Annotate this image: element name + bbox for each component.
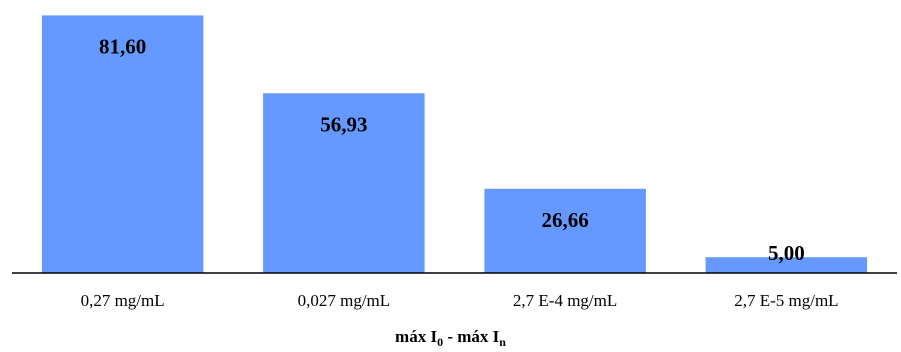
bar-4: [705, 257, 868, 273]
x-tick-label-3: 2,7 E-4 mg/mL: [513, 291, 617, 310]
bar-3: [484, 188, 646, 273]
x-tick-label-4: 2,7 E-5 mg/mL: [734, 291, 838, 310]
bars-group: [41, 15, 868, 274]
x-tick-label-2: 0,027 mg/mL: [298, 291, 391, 310]
x-axis-label-subscript-2: n: [499, 335, 506, 349]
x-tick-labels-group: 0,27 mg/mL 0,027 mg/mL 2,7 E-4 mg/mL 2,7 E-…: [81, 291, 839, 310]
bar-1: [41, 15, 204, 274]
data-label-4: 5,00: [768, 241, 805, 265]
x-axis-label: máx I0 - máx In: [0, 327, 901, 352]
x-tick-label-1: 0,27 mg/mL: [81, 291, 165, 310]
data-label-3: 26,66: [541, 208, 588, 232]
x-axis-label-separator: - máx I: [443, 327, 500, 346]
data-label-1: 81,60: [99, 34, 146, 58]
data-labels-group: 81,60 56,93 26,66 5,00: [99, 34, 805, 265]
x-axis-label-subscript-1: 0: [437, 335, 444, 349]
x-axis-label-part1: máx I: [395, 327, 438, 346]
data-label-2: 56,93: [320, 112, 367, 136]
bar-2: [263, 93, 425, 273]
